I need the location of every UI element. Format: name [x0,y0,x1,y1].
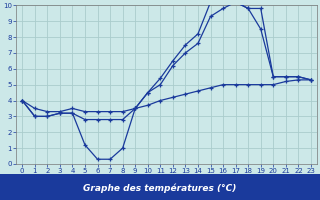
Text: Graphe des températures (°C): Graphe des températures (°C) [83,184,237,193]
